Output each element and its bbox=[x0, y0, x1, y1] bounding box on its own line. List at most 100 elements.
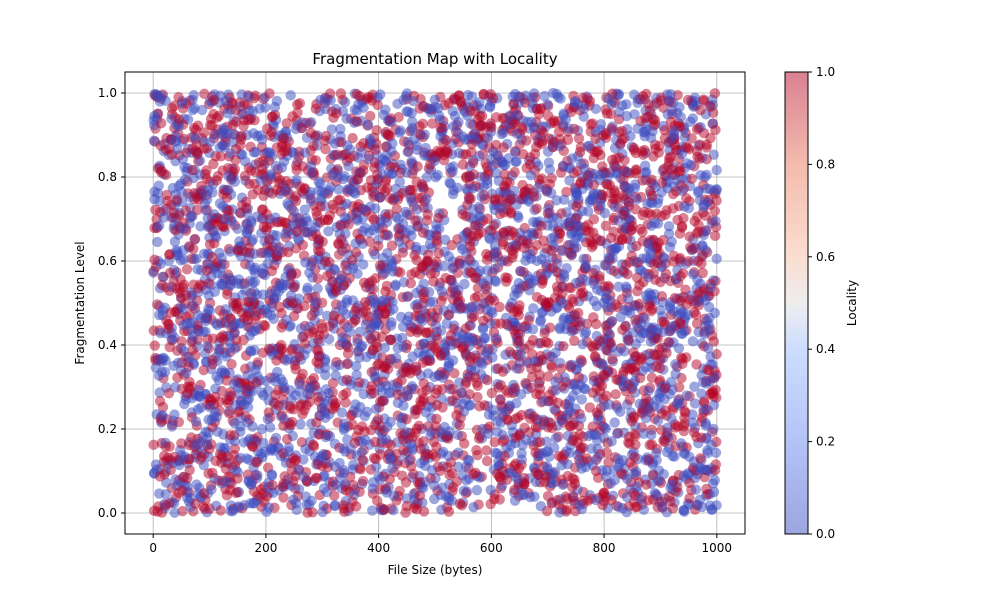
scatter-point bbox=[491, 140, 501, 150]
scatter-point bbox=[339, 468, 349, 478]
scatter-point bbox=[357, 421, 367, 431]
scatter-point bbox=[279, 133, 289, 143]
scatter-point bbox=[195, 437, 205, 447]
scatter-point bbox=[361, 306, 371, 316]
scatter-point bbox=[610, 475, 620, 485]
scatter-point bbox=[395, 125, 405, 135]
scatter-point bbox=[366, 334, 376, 344]
scatter-point bbox=[491, 333, 501, 343]
scatter-point bbox=[471, 272, 481, 282]
scatter-point bbox=[577, 274, 587, 284]
scatter-point bbox=[695, 170, 705, 180]
scatter-point bbox=[257, 424, 267, 434]
scatter-point bbox=[149, 254, 159, 264]
scatter-point bbox=[161, 145, 171, 155]
scatter-point bbox=[583, 206, 593, 216]
scatter-point bbox=[306, 117, 316, 127]
scatter-point bbox=[357, 455, 367, 465]
scatter-point bbox=[215, 505, 225, 515]
scatter-point bbox=[515, 266, 525, 276]
scatter-point bbox=[591, 495, 601, 505]
scatter-point bbox=[306, 196, 316, 206]
scatter-point bbox=[702, 316, 712, 326]
scatter-point bbox=[609, 417, 619, 427]
scatter-point bbox=[404, 455, 414, 465]
scatter-point bbox=[672, 399, 682, 409]
scatter-point bbox=[271, 433, 281, 443]
scatter-point bbox=[606, 99, 616, 109]
scatter-point bbox=[184, 384, 194, 394]
scatter-point bbox=[657, 408, 667, 418]
scatter-point bbox=[317, 186, 327, 196]
scatter-point bbox=[557, 415, 567, 425]
scatter-point bbox=[526, 170, 536, 180]
scatter-point bbox=[510, 495, 520, 505]
scatter-point bbox=[619, 305, 629, 315]
scatter-point bbox=[710, 465, 720, 475]
scatter-point bbox=[610, 161, 620, 171]
scatter-point bbox=[548, 263, 558, 273]
scatter-point bbox=[306, 161, 316, 171]
scatter-point bbox=[171, 245, 181, 255]
scatter-point bbox=[203, 304, 213, 314]
scatter-point bbox=[409, 250, 419, 260]
scatter-point bbox=[501, 319, 511, 329]
scatter-point bbox=[574, 133, 584, 143]
scatter-point bbox=[387, 168, 397, 178]
scatter-point bbox=[247, 441, 257, 451]
scatter-point bbox=[281, 280, 291, 290]
scatter-point bbox=[294, 379, 304, 389]
scatter-point bbox=[461, 461, 471, 471]
scatter-point bbox=[458, 209, 468, 219]
scatter-point bbox=[375, 260, 385, 270]
scatter-point bbox=[443, 451, 453, 461]
scatter-point bbox=[317, 237, 327, 247]
scatter-point bbox=[675, 271, 685, 281]
scatter-point bbox=[613, 282, 623, 292]
scatter-point bbox=[352, 337, 362, 347]
scatter-point bbox=[148, 267, 158, 277]
scatter-point bbox=[244, 92, 254, 102]
scatter-point bbox=[663, 109, 673, 119]
scatter-point bbox=[209, 209, 219, 219]
scatter-point bbox=[403, 390, 413, 400]
scatter-point bbox=[337, 407, 347, 417]
scatter-point bbox=[232, 473, 242, 483]
scatter-point bbox=[421, 143, 431, 153]
scatter-point bbox=[148, 440, 158, 450]
scatter-point bbox=[692, 124, 702, 134]
scatter-point bbox=[220, 304, 230, 314]
scatter-point bbox=[375, 474, 385, 484]
scatter-point bbox=[265, 149, 275, 159]
scatter-point bbox=[358, 476, 368, 486]
scatter-point bbox=[497, 430, 507, 440]
scatter-point bbox=[418, 101, 428, 111]
scatter-point bbox=[601, 221, 611, 231]
scatter-point bbox=[477, 424, 487, 434]
scatter-point bbox=[380, 308, 390, 318]
scatter-point bbox=[380, 104, 390, 114]
scatter-point bbox=[630, 502, 640, 512]
scatter-point bbox=[710, 88, 720, 98]
scatter-point bbox=[502, 177, 512, 187]
scatter-point bbox=[331, 286, 341, 296]
scatter-point bbox=[274, 245, 284, 255]
scatter-point bbox=[512, 288, 522, 298]
scatter-point bbox=[155, 471, 165, 481]
scatter-point bbox=[477, 227, 487, 237]
scatter-point bbox=[321, 432, 331, 442]
scatter-point bbox=[693, 226, 703, 236]
scatter-point bbox=[275, 302, 285, 312]
scatter-point bbox=[432, 384, 442, 394]
scatter-point bbox=[385, 454, 395, 464]
scatter-point bbox=[311, 417, 321, 427]
scatter-point bbox=[439, 150, 449, 160]
scatter-point bbox=[188, 244, 198, 254]
scatter-point bbox=[698, 377, 708, 387]
scatter-point bbox=[617, 100, 627, 110]
scatter-point bbox=[532, 203, 542, 213]
scatter-point bbox=[212, 320, 222, 330]
scatter-point bbox=[435, 466, 445, 476]
scatter-point bbox=[411, 288, 421, 298]
scatter-point bbox=[206, 484, 216, 494]
